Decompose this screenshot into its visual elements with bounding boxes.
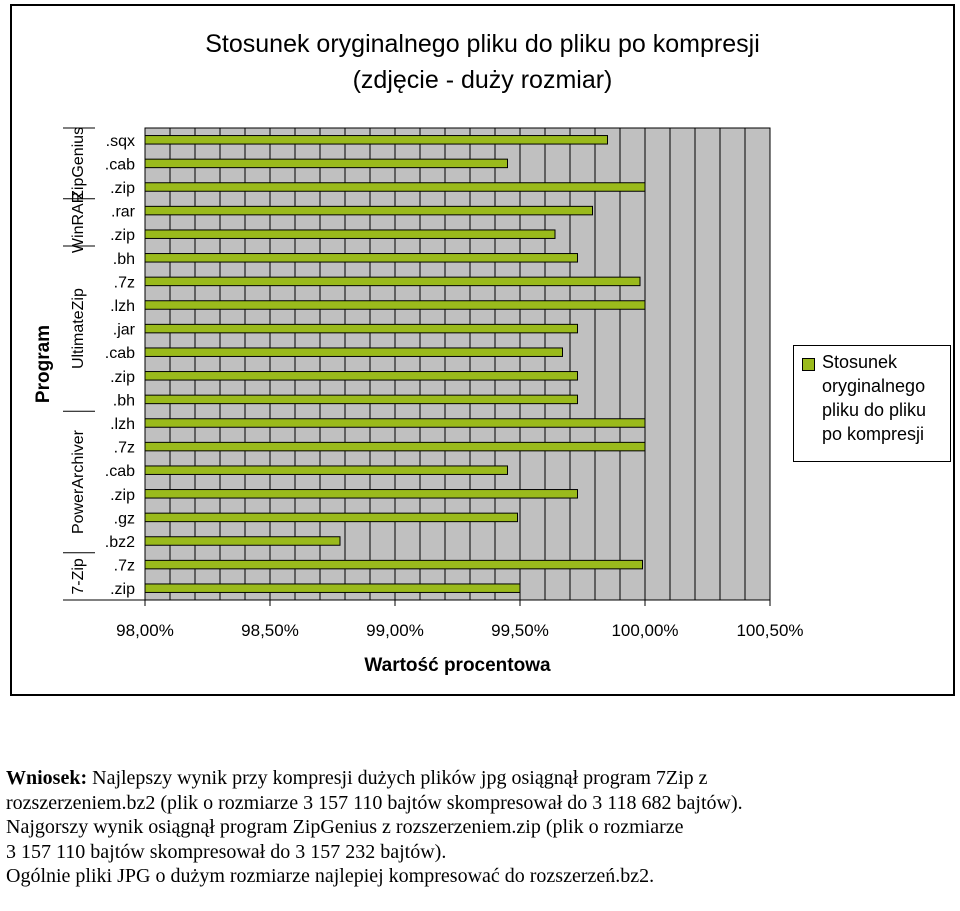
group-label: WinRAR — [70, 192, 87, 253]
bar — [144, 158, 508, 169]
bar — [144, 583, 521, 593]
conclusion-line-1-text: Najlepszy wynik przy kompresji dużych pl… — [92, 767, 708, 789]
group-label: ZipGenius — [70, 127, 87, 200]
conclusion-line-2: rozszerzeniem.bz2 (plik o rozmiarze 3 15… — [6, 791, 743, 814]
bar — [144, 465, 508, 475]
category-label: .lzh — [110, 416, 135, 433]
legend: Stosunek oryginalnego pliku do pliku po … — [793, 345, 951, 462]
bar — [144, 441, 646, 452]
x-axis-title: Wartość procentowa — [364, 655, 551, 676]
category-label: .cab — [105, 463, 135, 480]
x-tick-label: 100,50% — [736, 621, 803, 640]
x-tick-label: 98,50% — [241, 621, 299, 640]
category-label: .rar — [111, 204, 136, 221]
plot-area — [144, 127, 771, 601]
bar — [144, 559, 643, 570]
bar — [144, 394, 578, 405]
bar — [144, 371, 578, 381]
category-label: .7z — [114, 558, 135, 575]
bar — [144, 253, 578, 263]
bar — [144, 347, 563, 357]
conclusion-line-5: Ogólnie pliki JPG o dużym rozmiarze najl… — [6, 865, 655, 887]
category-label: .zip — [110, 180, 135, 197]
chart-subtitle: (zdjęcie - duży rozmiar) — [352, 66, 613, 94]
group-label: UltimateZip — [70, 288, 87, 369]
bar — [144, 135, 608, 145]
conclusion-label: Wniosek: — [6, 767, 88, 789]
conclusion-line-1: Wniosek: Najlepszy wynik przy kompresji … — [6, 766, 956, 791]
category-label: .7z — [114, 274, 135, 291]
category-label: .zip — [110, 581, 135, 598]
bar — [144, 205, 593, 216]
conclusion-line-3: Najgorszy wynik osiągnął program ZipGeni… — [6, 816, 684, 838]
bar — [144, 229, 556, 239]
bar — [144, 300, 646, 310]
bar — [144, 182, 646, 192]
category-label: .sqx — [106, 133, 135, 150]
category-label: .bz2 — [105, 534, 135, 551]
category-label: .cab — [105, 345, 135, 362]
bar — [144, 489, 578, 499]
bar — [144, 276, 641, 287]
category-label: .cab — [105, 156, 135, 173]
group-label: PowerArchiver — [70, 429, 87, 534]
x-tick-label: 100,00% — [611, 621, 678, 640]
category-label: .7z — [114, 440, 135, 457]
x-tick-label: 98,00% — [116, 621, 174, 640]
x-tick-label: 99,50% — [491, 621, 549, 640]
y-axis-title: Program — [33, 325, 54, 403]
bar — [144, 512, 518, 523]
category-label: .zip — [110, 369, 135, 386]
group-label: 7-Zip — [70, 558, 87, 595]
category-label: .zip — [110, 487, 135, 504]
category-label: .lzh — [110, 298, 135, 315]
category-label: .bh — [113, 251, 135, 268]
x-tick-label: 99,00% — [366, 621, 424, 640]
category-label: .zip — [110, 227, 135, 244]
chart-title: Stosunek oryginalnego pliku do pliku po … — [205, 30, 760, 58]
bar — [144, 418, 646, 428]
bar — [144, 323, 578, 334]
category-label: .bh — [113, 392, 135, 409]
category-label: .jar — [113, 322, 136, 339]
bar-chart: .zip .7z .bz2 .gz .zip .cab .7z .lzh .bh .zip .cab… — [33, 127, 804, 676]
legend-label: Stosunek oryginalnego pliku do pliku po … — [822, 352, 927, 444]
conclusion-line-4: 3 157 110 bajtów skompresował do 3 157 2… — [6, 840, 447, 863]
conclusion-text: Wniosek: Najlepszy wynik przy kompresji … — [6, 766, 956, 889]
legend-swatch — [802, 358, 815, 371]
category-label: .gz — [114, 510, 135, 527]
bar — [144, 536, 341, 546]
